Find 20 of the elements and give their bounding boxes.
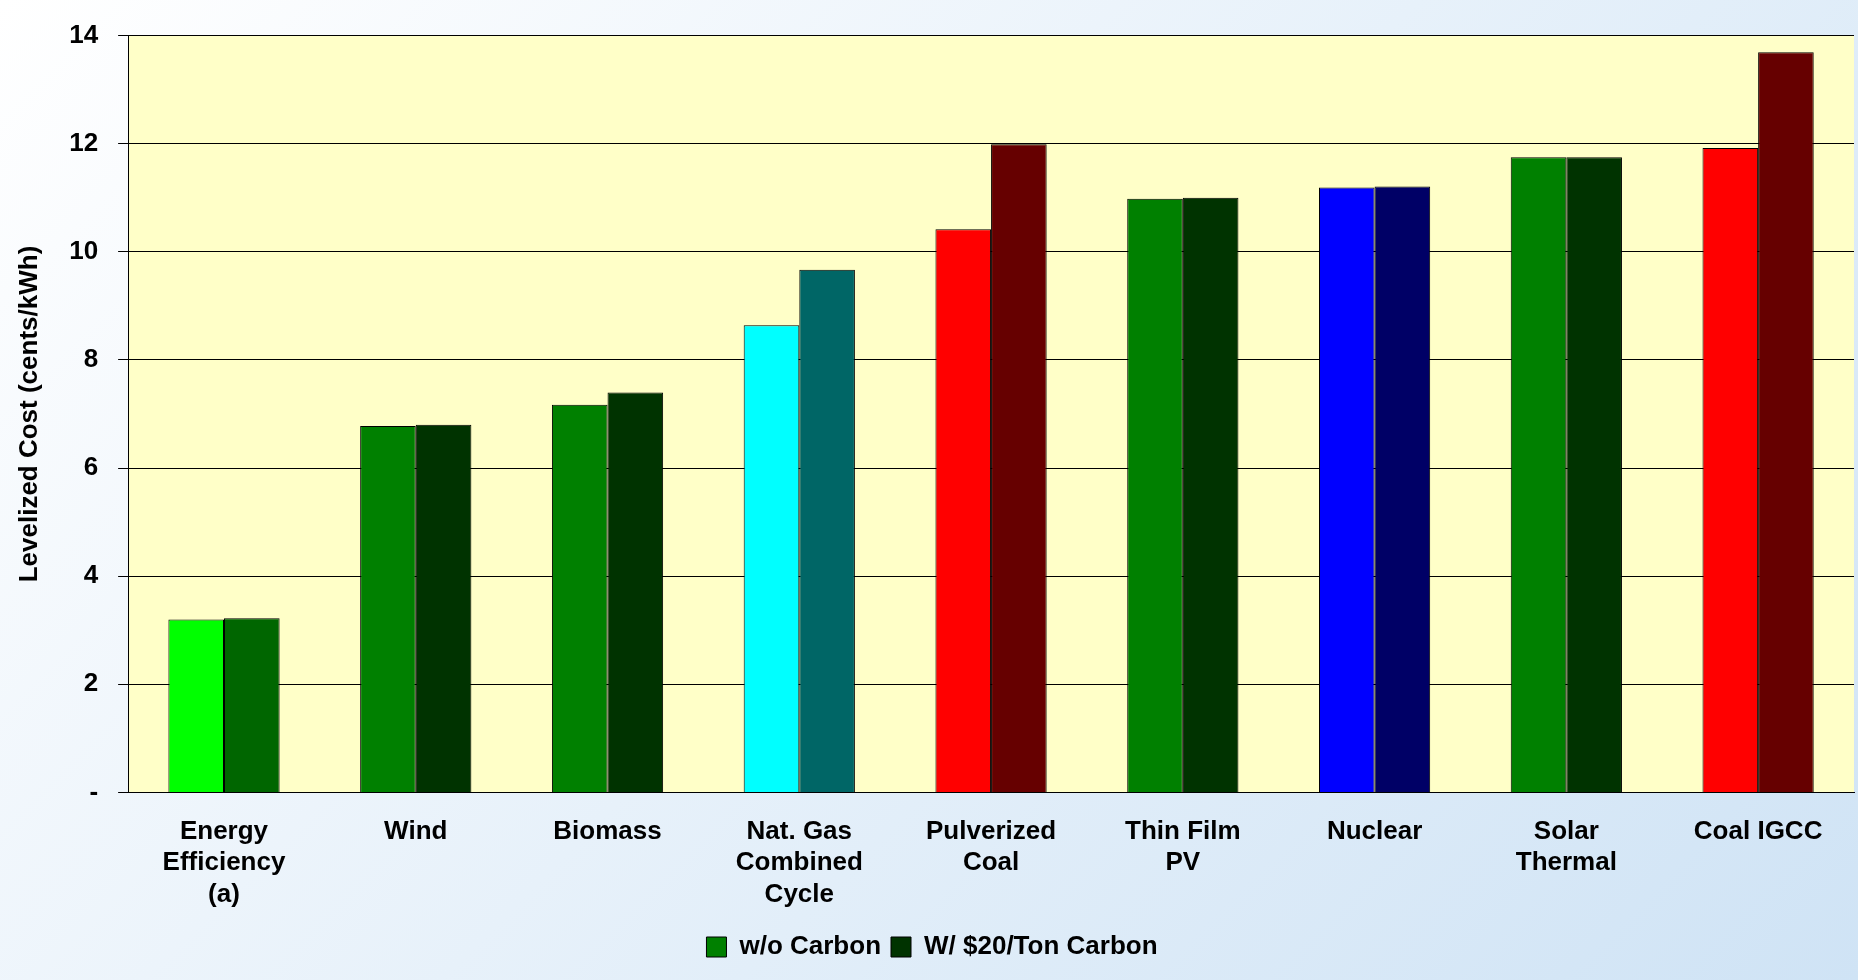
y-tick-label: 14 xyxy=(69,18,99,49)
x-tick-label: Biomass xyxy=(553,815,662,846)
y-tick-label: 2 xyxy=(83,667,99,698)
x-tick-label: Nat. Gas Combined Cycle xyxy=(735,815,863,908)
x-tick-label: Nuclear xyxy=(1326,815,1423,846)
y-tick-label: 12 xyxy=(69,126,99,157)
legend-label: w/o Carbon xyxy=(738,930,882,961)
x-tick-label: Coal IGCC xyxy=(1693,815,1823,846)
y-axis-title: Levelized Cost (cents/kWh) xyxy=(12,245,43,583)
y-tick-label: 6 xyxy=(83,451,99,482)
y-tick-label: 10 xyxy=(69,235,99,265)
y-tick-label: - xyxy=(89,775,99,806)
x-tick-label: Solar Thermal xyxy=(1515,815,1617,877)
x-tick-label: Thin Film PV xyxy=(1125,815,1241,877)
y-tick-label: 4 xyxy=(83,559,99,590)
x-tick-label: Pulverized Coal xyxy=(926,815,1057,877)
x-tick-label: Energy Efficiency (a) xyxy=(162,815,286,908)
x-tick-label: Wind xyxy=(384,815,448,846)
y-tick-label: 8 xyxy=(83,343,99,374)
legend-label: W/ $20/Ton Carbon xyxy=(924,930,1158,961)
